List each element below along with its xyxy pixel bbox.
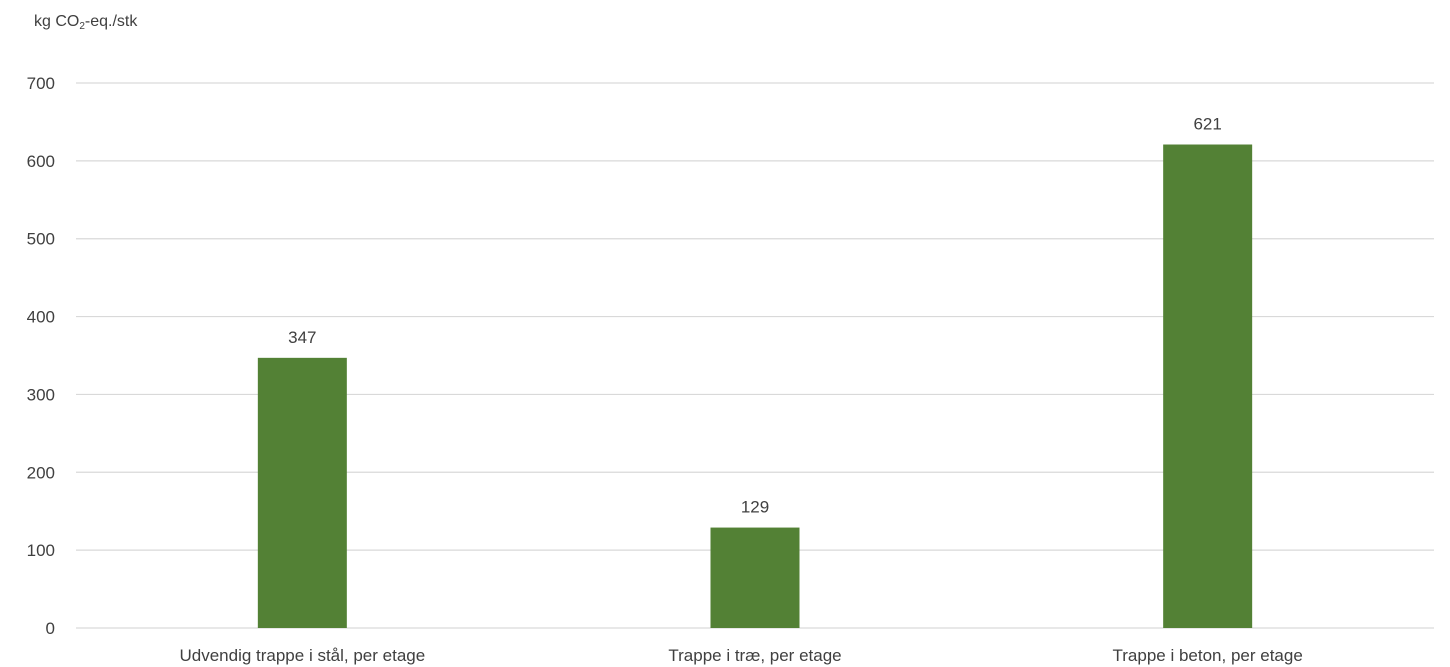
y-tick-label: 300	[27, 385, 55, 404]
y-tick-label: 500	[27, 230, 55, 249]
x-category-label: Udvendig trappe i stål, per etage	[179, 646, 425, 665]
x-axis-categories: Udvendig trappe i stål, per etage Trappe …	[179, 646, 1302, 665]
y-axis-label-post: -eq./stk	[84, 13, 138, 30]
y-tick-label: 400	[27, 308, 55, 327]
y-tick-label: 100	[27, 541, 55, 560]
bar	[257, 357, 347, 628]
data-labels: 347 129 621	[288, 115, 1222, 517]
data-label: 129	[741, 498, 769, 517]
y-axis-label: kg CO2-eq./stk	[34, 13, 137, 32]
x-category-label: Trappe i beton, per etage	[1113, 646, 1303, 665]
x-category-label: Trappe i træ, per etage	[668, 646, 841, 665]
y-tick-label: 600	[27, 152, 55, 171]
data-label: 347	[288, 328, 316, 347]
y-axis-label-pre: kg CO	[34, 13, 80, 30]
y-tick-label: 700	[27, 74, 55, 93]
y-axis-label-sub: 2	[79, 21, 85, 32]
bars	[257, 144, 1253, 628]
bar	[710, 527, 800, 628]
y-axis-ticks: 0 100 200 300 400 500 600 700	[27, 74, 55, 638]
bar	[1163, 144, 1253, 628]
y-tick-label: 0	[46, 619, 55, 638]
data-label: 621	[1193, 115, 1221, 134]
y-tick-label: 200	[27, 463, 55, 482]
